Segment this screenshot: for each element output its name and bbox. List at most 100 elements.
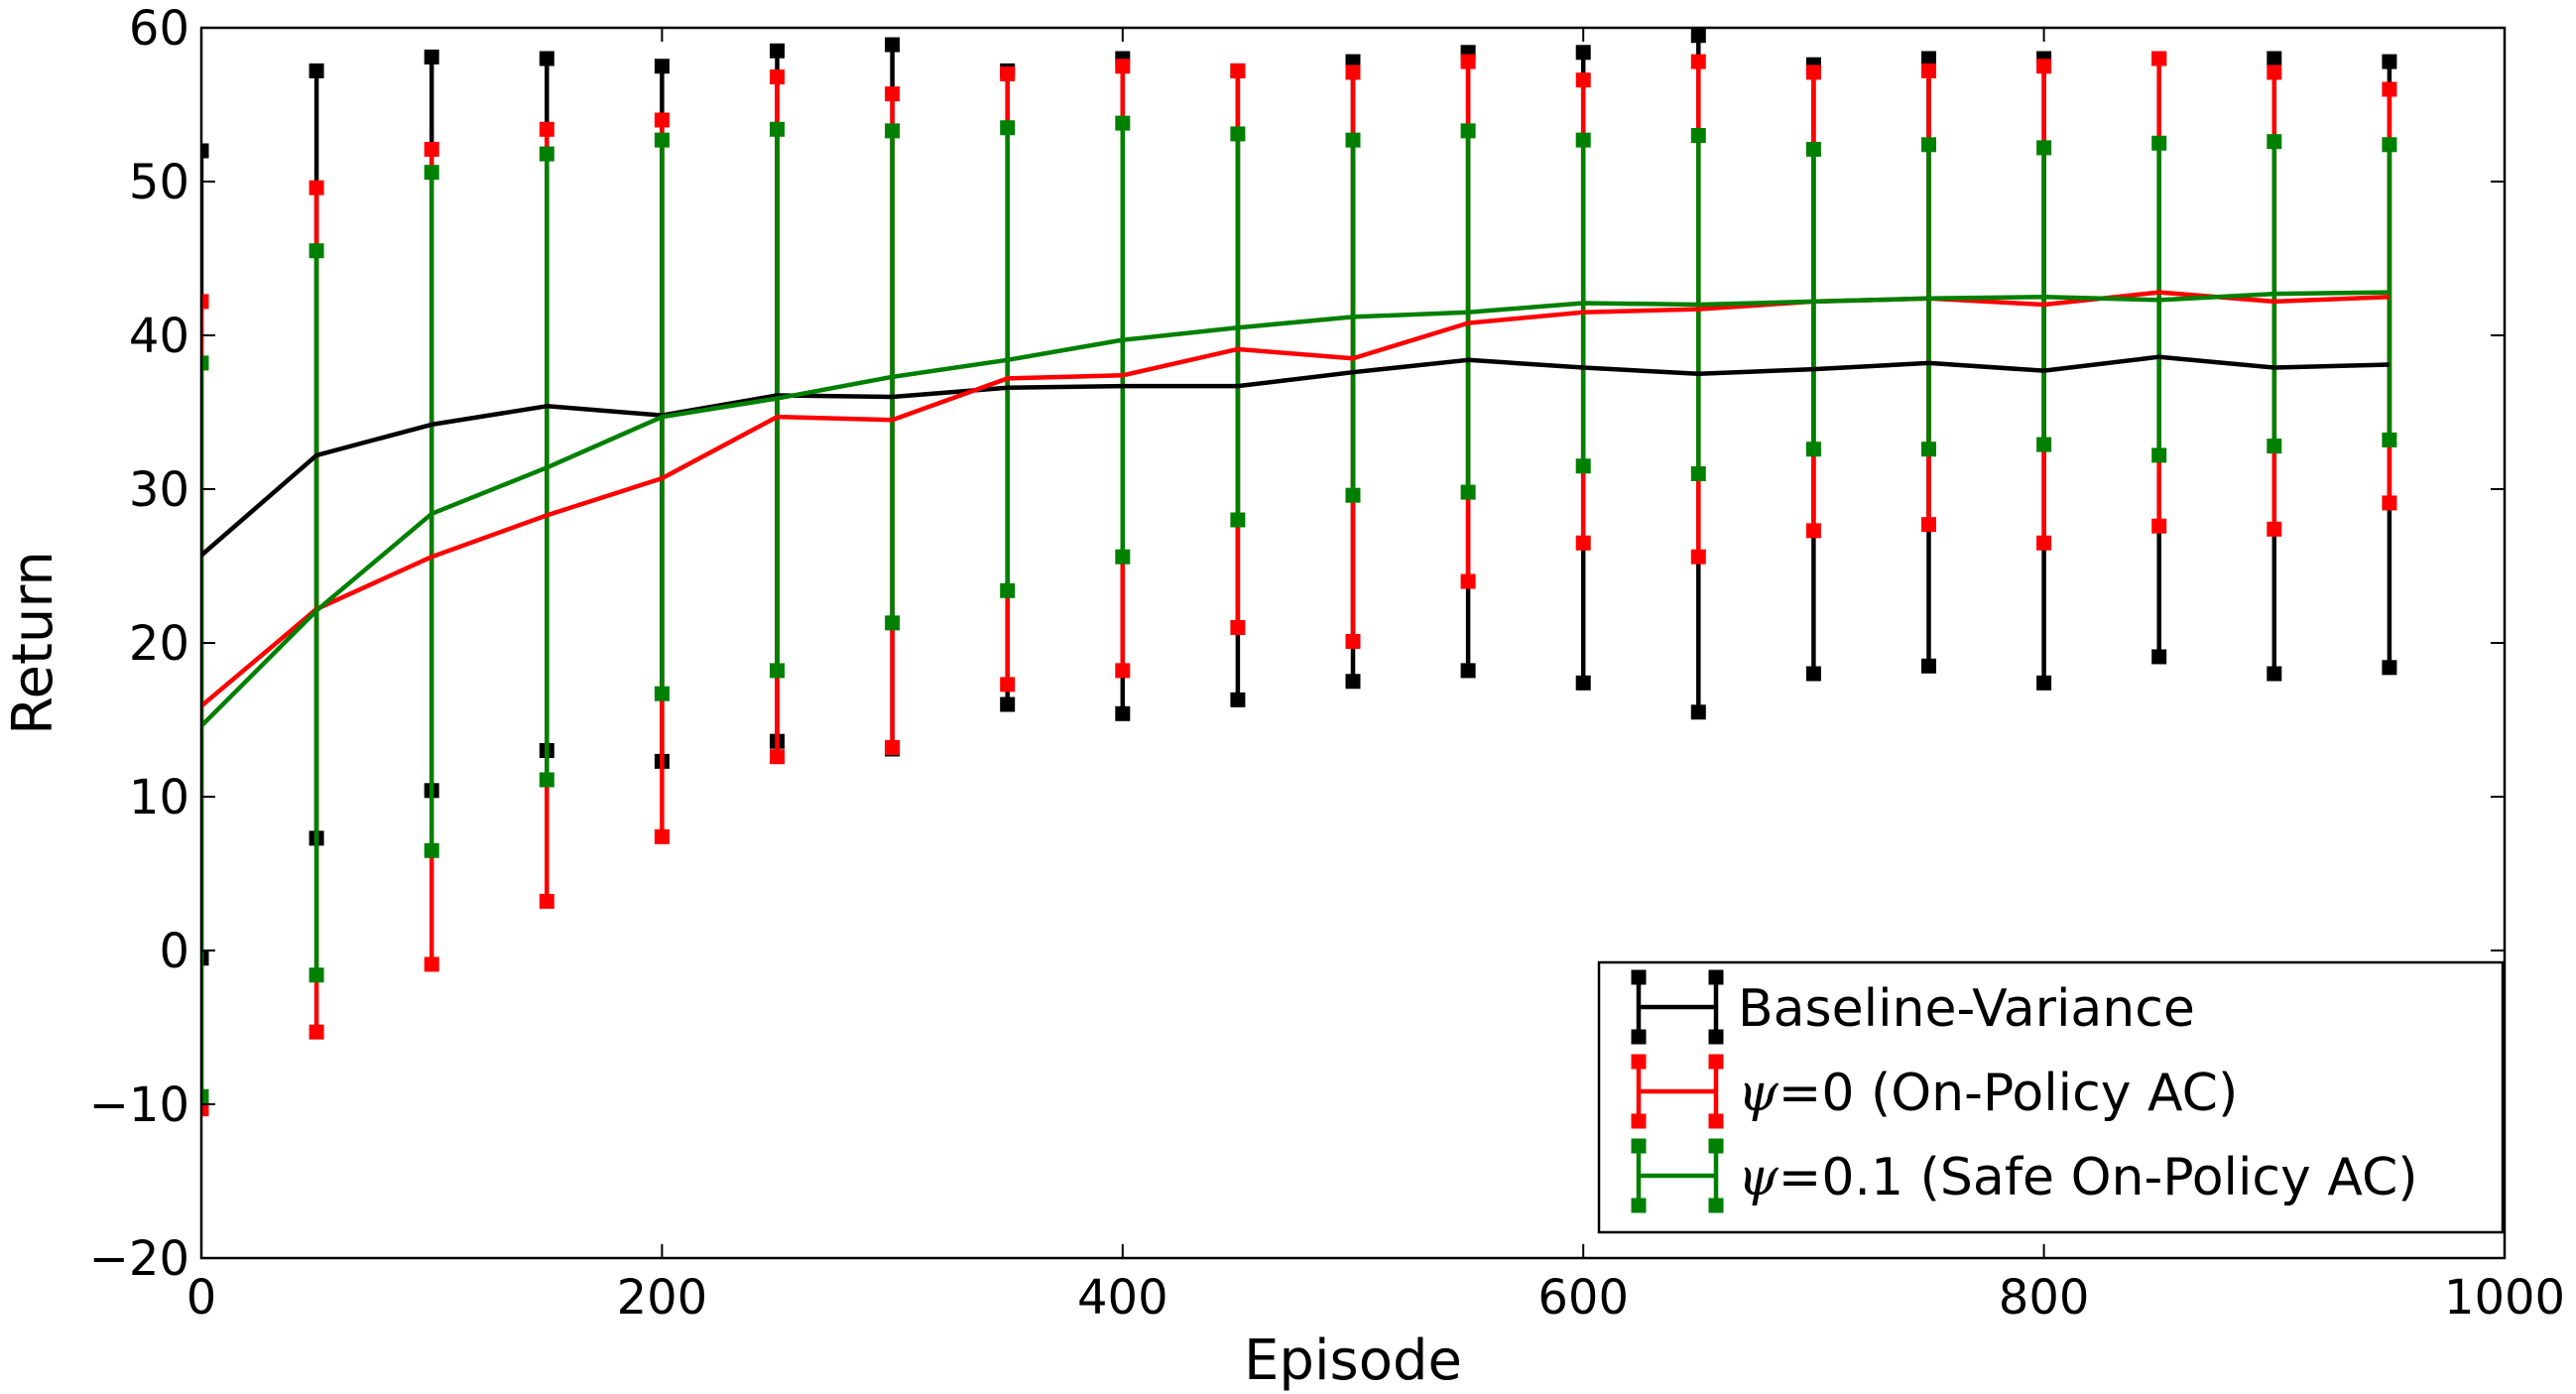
error-cap-upper [885, 37, 901, 53]
error-cap-upper [1345, 64, 1361, 80]
error-cap-lower [424, 956, 439, 972]
error-cap-upper [201, 294, 209, 310]
x-tick-label: 800 [1999, 1270, 2090, 1326]
error-cap-lower [1460, 663, 1476, 679]
error-cap-lower [1345, 633, 1361, 649]
error-cap-upper [424, 49, 439, 64]
error-cap-lower [2151, 649, 2167, 665]
error-cap-upper [539, 121, 554, 137]
error-cap-upper [885, 123, 901, 139]
error-cap-lower [1000, 582, 1016, 598]
error-cap-lower [770, 749, 785, 765]
error-cap-lower [885, 739, 901, 755]
error-cap-upper [2267, 51, 2282, 66]
series-line-0 [201, 354, 2390, 558]
error-cap-lower [1575, 675, 1591, 691]
error-cap-upper [1805, 141, 1821, 157]
error-cap-upper [2151, 135, 2167, 151]
y-tick-label: 60 [129, 1, 189, 57]
error-cap-upper [1230, 63, 1246, 78]
error-cap-upper [424, 165, 439, 181]
error-cap-upper [2036, 59, 2052, 74]
error-cap-lower [539, 772, 554, 788]
legend-cap-lower [1631, 1113, 1647, 1129]
legend-label: ψ=0 (On-Policy AC) [1738, 1064, 2238, 1123]
error-cap-upper [654, 112, 670, 128]
error-cap-lower [2036, 437, 2052, 452]
error-cap-upper [1690, 54, 1706, 69]
error-cap-lower [1345, 674, 1361, 690]
legend-cap-upper [1708, 1138, 1724, 1154]
error-cap-upper [2382, 137, 2397, 153]
legend-box [1597, 960, 2505, 1234]
y-tick-label: 10 [129, 770, 189, 825]
error-cap-lower [885, 615, 901, 631]
error-cap-upper [1805, 64, 1821, 80]
error-cap-lower [1115, 663, 1131, 679]
error-cap-lower [1805, 666, 1821, 682]
error-cap-upper [201, 143, 209, 159]
error-cap-lower [539, 893, 554, 909]
error-cap-upper [654, 132, 670, 148]
series-line-2 [201, 290, 2390, 728]
error-cap-lower [1460, 484, 1476, 500]
error-cap-upper [1690, 28, 1706, 44]
error-cap-lower [1575, 458, 1591, 474]
error-cap-upper [1575, 72, 1591, 88]
error-cap-lower [1921, 658, 1936, 674]
error-cap-lower [1921, 517, 1936, 533]
error-cap-upper [654, 59, 670, 74]
error-cap-upper [308, 180, 324, 195]
legend-item-0: Baseline-Variance [1631, 969, 2195, 1045]
error-cap-lower [308, 967, 324, 983]
legend-cap-upper [1708, 1054, 1724, 1070]
y-tick-label: 40 [129, 309, 189, 364]
error-cap-upper [1000, 66, 1016, 81]
error-cap-upper [539, 146, 554, 162]
legend-cap-upper [1631, 1054, 1647, 1070]
error-cap-upper [1921, 51, 1936, 66]
error-cap-lower [770, 663, 785, 679]
error-cap-lower [1575, 535, 1591, 551]
legend-cap-lower [1708, 1029, 1724, 1045]
error-cap-upper [424, 141, 439, 157]
error-cap-upper [308, 63, 324, 78]
error-cap-upper [1460, 123, 1476, 139]
error-cap-lower [2036, 675, 2052, 691]
x-tick-label: 0 [186, 1270, 217, 1326]
error-cap-lower [201, 1088, 209, 1104]
error-cap-upper [2151, 51, 2167, 66]
legend-cap-lower [1631, 1198, 1647, 1213]
error-cap-upper [1921, 137, 1936, 153]
error-cap-upper [770, 43, 785, 59]
legend-cap-lower [1708, 1198, 1724, 1213]
error-cap-lower [1230, 620, 1246, 635]
legend-cap-upper [1708, 969, 1724, 985]
y-tick-label: −20 [89, 1231, 189, 1287]
y-tick-label: −10 [89, 1077, 189, 1133]
legend-label: Baseline-Variance [1738, 979, 2195, 1039]
error-cap-lower [2151, 447, 2167, 463]
legend: Baseline-Variance ψ=0 (On-Policy AC) ψ=0.1… [1597, 960, 2505, 1234]
legend-psi-symbol: ψ [1738, 1148, 1779, 1207]
error-cap-upper [2036, 140, 2052, 156]
error-cap-lower [2036, 535, 2052, 551]
legend-item-2: ψ=0.1 (Safe On-Policy AC) [1631, 1138, 2418, 1213]
legend-item-1: ψ=0 (On-Policy AC) [1631, 1054, 2238, 1129]
legend-cap-lower [1631, 1029, 1647, 1045]
error-cap-upper [770, 121, 785, 137]
error-cap-lower [308, 1024, 324, 1040]
error-cap-lower [1805, 523, 1821, 539]
error-cap-upper [1921, 63, 1936, 78]
error-cap-upper [1230, 126, 1246, 142]
error-cap-upper [1115, 59, 1131, 74]
error-cap-lower [424, 842, 439, 858]
error-cap-lower [1805, 442, 1821, 457]
x-tick-label: 600 [1537, 1270, 1629, 1326]
series-line-1 [201, 290, 2390, 708]
error-cap-lower [1230, 512, 1246, 528]
x-axis-label: Episode [1244, 1329, 1462, 1393]
